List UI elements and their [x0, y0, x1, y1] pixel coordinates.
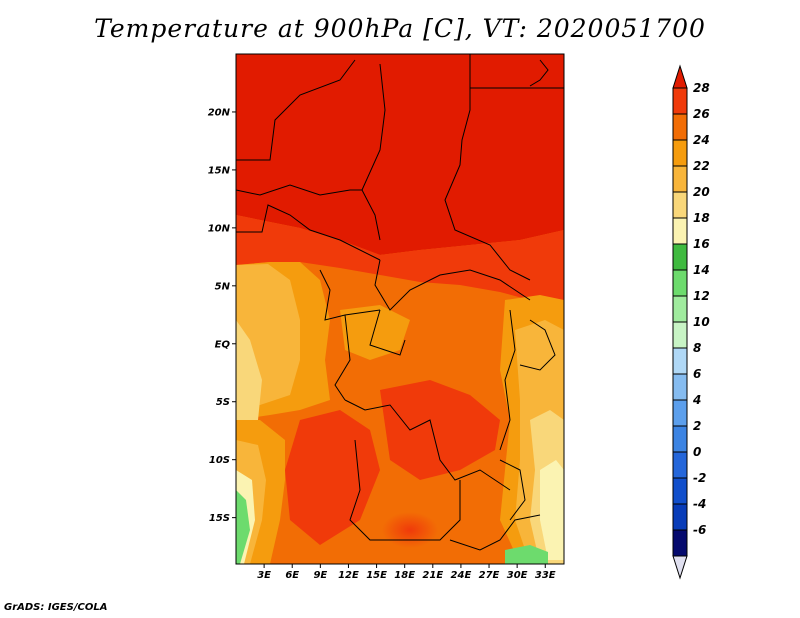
- longitude-axis: 3E 6E 9E 12E 15E 18E 21E 24E 27E 30E 33E: [257, 564, 556, 581]
- lat-label: 10S: [209, 455, 230, 466]
- lon-label: 21E: [422, 570, 443, 581]
- chart-title: Temperature at 900hPa [C], VT: 202005170…: [94, 14, 706, 43]
- colorbar-label: 16: [693, 237, 710, 251]
- lat-label: 5S: [216, 397, 230, 408]
- colorbar-label: 18: [693, 211, 710, 225]
- colorbar-swatch: [672, 503, 688, 531]
- lon-label: 12E: [338, 570, 359, 581]
- colorbar-label: 10: [693, 315, 710, 329]
- colorbar-swatch: [672, 373, 688, 401]
- colorbar-swatch: [672, 321, 688, 349]
- lon-label: 3E: [257, 570, 271, 581]
- colorbar-label: 28: [693, 81, 710, 95]
- shade-16-east: [540, 460, 564, 560]
- colorbar-swatch: [672, 113, 688, 141]
- colorbar-label: -2: [693, 471, 706, 485]
- colorbar-label: 14: [693, 263, 710, 277]
- lon-label: 18E: [394, 570, 415, 581]
- colorbar-swatch: [672, 87, 688, 115]
- lon-label: 27E: [479, 570, 500, 581]
- map-frame: [235, 53, 565, 565]
- colorbar-label: 22: [693, 159, 710, 173]
- colorbar-swatch: [672, 399, 688, 427]
- colorbar-swatch: [672, 139, 688, 167]
- lon-label: 9E: [313, 570, 327, 581]
- grads-credit: GrADS: IGES/COLA: [4, 602, 108, 613]
- colorbar-swatch: [672, 165, 688, 193]
- colorbar-swatch: [672, 295, 688, 323]
- colorbar-top-arrow: [672, 64, 688, 89]
- colorbar-swatch: [672, 269, 688, 297]
- colorbar-swatch: [672, 529, 688, 557]
- temperature-field: [236, 54, 564, 564]
- colorbar-label: 24: [693, 133, 710, 147]
- colorbar-label: 12: [693, 289, 710, 303]
- latitude-axis: 20N 15N 10N 5N EQ 5S 10S 15S: [208, 107, 236, 524]
- lat-label: 20N: [208, 107, 231, 118]
- colorbar-label: -6: [693, 523, 706, 537]
- shade-14-se: [505, 545, 548, 564]
- lat-label: EQ: [215, 339, 231, 350]
- lon-label: 24E: [451, 570, 472, 581]
- colorbar-label: 20: [693, 185, 710, 199]
- colorbar-label: 6: [693, 367, 701, 381]
- lat-label: 15N: [208, 165, 231, 176]
- colorbar-swatch: [672, 217, 688, 245]
- shade-22-centre: [340, 305, 410, 360]
- colorbar-label: 2: [693, 419, 701, 433]
- colorbar-label: 4: [692, 393, 701, 407]
- lon-label: 15E: [366, 570, 387, 581]
- lon-label: 33E: [535, 570, 556, 581]
- colorbar-label: 8: [693, 341, 701, 355]
- colorbar-swatch: [672, 191, 688, 219]
- colorbar-swatch: [672, 347, 688, 375]
- colorbar-swatch: [672, 451, 688, 479]
- lat-label: 10N: [208, 223, 231, 234]
- colorbar-label: 26: [693, 107, 710, 121]
- country-borders: [236, 54, 564, 551]
- lat-label: 15S: [209, 513, 230, 524]
- shade-28: [236, 54, 564, 255]
- colorbar-swatch: [672, 477, 688, 505]
- colorbar-label: 0: [693, 445, 701, 459]
- lon-label: 6E: [285, 570, 299, 581]
- lon-label: 30E: [507, 570, 528, 581]
- lat-label: 5N: [215, 281, 231, 292]
- colorbar-label: -4: [693, 497, 706, 511]
- colorbar-swatch: [672, 243, 688, 271]
- shade-26-north: [236, 215, 564, 300]
- shade-14-southwest: [236, 490, 250, 564]
- colorbar-swatch: [672, 425, 688, 453]
- colorbar-bottom-arrow: [672, 555, 688, 580]
